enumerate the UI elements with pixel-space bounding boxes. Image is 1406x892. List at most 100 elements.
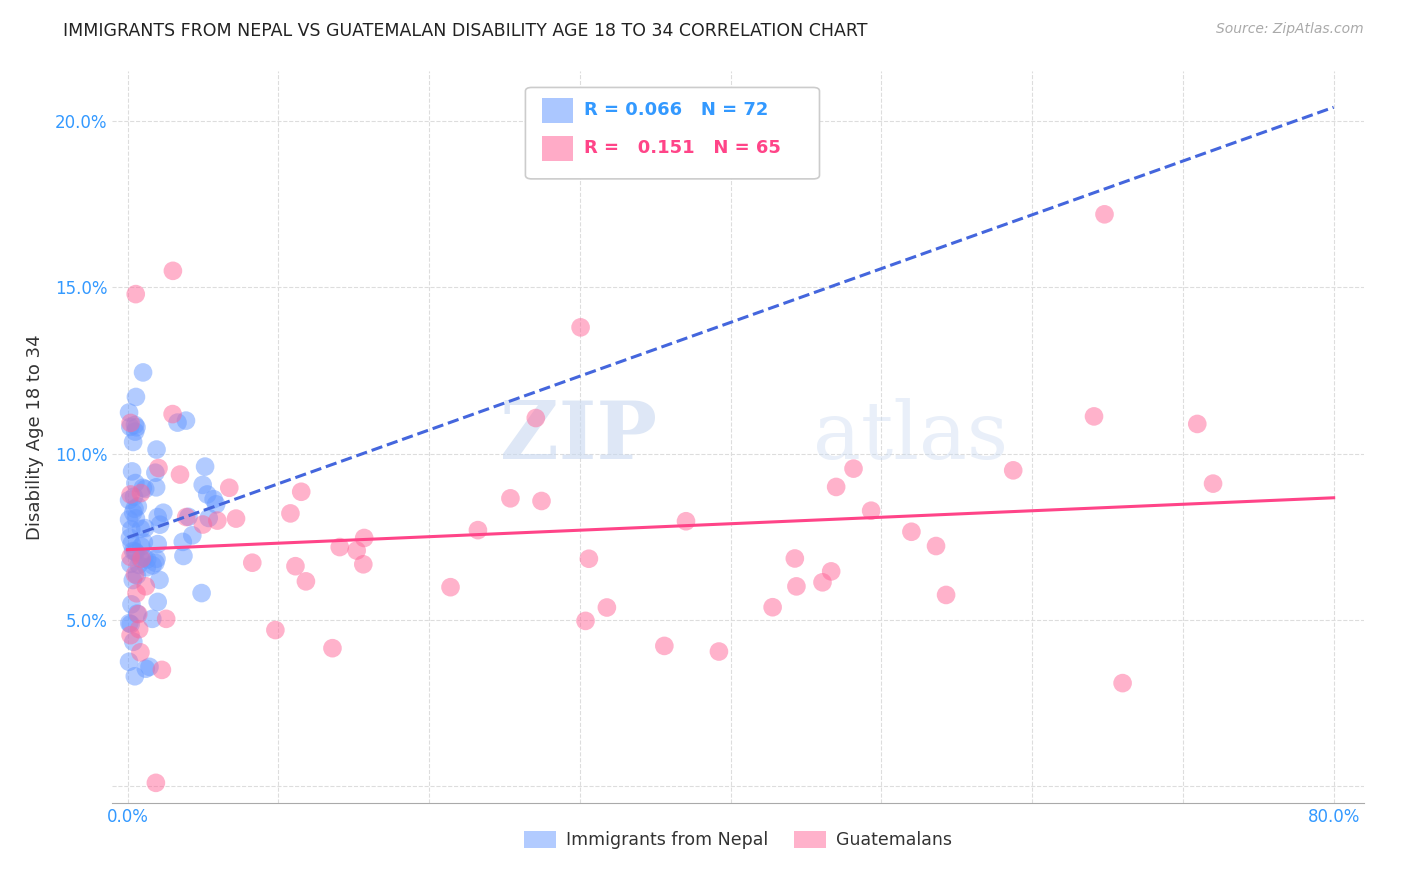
Text: R = 0.066   N = 72: R = 0.066 N = 72 xyxy=(585,101,769,120)
Y-axis label: Disability Age 18 to 34: Disability Age 18 to 34 xyxy=(25,334,44,540)
Point xyxy=(675,514,697,528)
Point xyxy=(295,574,318,589)
Point xyxy=(825,480,848,494)
Point xyxy=(125,511,148,525)
Point xyxy=(129,540,152,554)
Point xyxy=(155,612,177,626)
Point xyxy=(146,595,169,609)
FancyBboxPatch shape xyxy=(541,136,574,161)
Point xyxy=(125,545,148,559)
Point xyxy=(132,481,155,495)
Point xyxy=(122,490,145,504)
Point xyxy=(205,497,228,511)
Point xyxy=(811,575,834,590)
Point xyxy=(120,523,142,537)
Point xyxy=(1002,463,1025,477)
Point xyxy=(118,493,141,508)
Point xyxy=(138,660,160,674)
Point xyxy=(125,420,148,434)
Point xyxy=(925,539,948,553)
Point xyxy=(134,482,156,496)
Point xyxy=(264,623,287,637)
Point xyxy=(280,507,302,521)
Point xyxy=(820,565,842,579)
Point xyxy=(124,476,146,491)
Point xyxy=(574,614,596,628)
Point xyxy=(1187,417,1209,431)
Point xyxy=(118,512,141,526)
Point xyxy=(860,504,883,518)
Point xyxy=(181,528,204,542)
Point xyxy=(129,522,152,536)
Point xyxy=(118,405,141,419)
Point xyxy=(127,500,149,514)
Point xyxy=(191,478,214,492)
Point xyxy=(146,537,169,551)
Text: atlas: atlas xyxy=(813,398,1008,476)
Point xyxy=(172,534,194,549)
Point xyxy=(467,523,489,537)
Point xyxy=(177,509,200,524)
Point xyxy=(524,411,547,425)
Point xyxy=(225,511,247,525)
Point xyxy=(353,531,375,545)
Point xyxy=(145,776,167,790)
Point xyxy=(120,598,142,612)
Point xyxy=(149,517,172,532)
Point xyxy=(145,551,167,566)
Point xyxy=(194,459,217,474)
Point xyxy=(122,506,145,520)
Point xyxy=(128,558,150,572)
Point xyxy=(174,510,197,524)
Point xyxy=(118,616,141,631)
Point xyxy=(148,573,170,587)
Point xyxy=(900,524,922,539)
Legend: Immigrants from Nepal, Guatemalans: Immigrants from Nepal, Guatemalans xyxy=(517,823,959,856)
Point xyxy=(128,622,150,636)
Point xyxy=(935,588,957,602)
Point xyxy=(145,480,167,494)
Point xyxy=(172,549,194,563)
Point xyxy=(129,551,152,566)
Point xyxy=(124,544,146,558)
Point xyxy=(121,537,143,551)
Point xyxy=(122,544,145,558)
Point xyxy=(842,461,865,475)
Point xyxy=(118,655,141,669)
Point xyxy=(120,487,142,501)
Point xyxy=(134,550,156,565)
Text: Source: ZipAtlas.com: Source: ZipAtlas.com xyxy=(1216,22,1364,37)
Point xyxy=(121,573,143,587)
Point xyxy=(120,628,142,642)
Point xyxy=(284,559,307,574)
Point xyxy=(346,543,368,558)
Point xyxy=(121,464,143,478)
Point xyxy=(135,560,157,574)
Point xyxy=(148,461,170,475)
Point xyxy=(145,466,167,480)
Point xyxy=(145,556,167,570)
Point xyxy=(174,414,197,428)
Point xyxy=(118,531,141,545)
Point xyxy=(329,540,352,554)
Point xyxy=(134,521,156,535)
Point xyxy=(499,491,522,506)
Point xyxy=(439,580,461,594)
Point xyxy=(125,586,148,600)
Point xyxy=(129,486,152,500)
Point xyxy=(569,320,592,334)
Point xyxy=(131,551,153,566)
Point xyxy=(321,641,343,656)
Point xyxy=(120,557,142,571)
Text: ZIP: ZIP xyxy=(499,398,657,476)
Point xyxy=(1094,207,1116,221)
Point xyxy=(125,568,148,582)
Point xyxy=(124,417,146,432)
Point xyxy=(785,579,807,593)
Point xyxy=(146,510,169,524)
Point xyxy=(207,514,229,528)
Point xyxy=(218,481,240,495)
Point xyxy=(762,600,785,615)
Point xyxy=(120,416,142,430)
Point xyxy=(141,612,163,626)
